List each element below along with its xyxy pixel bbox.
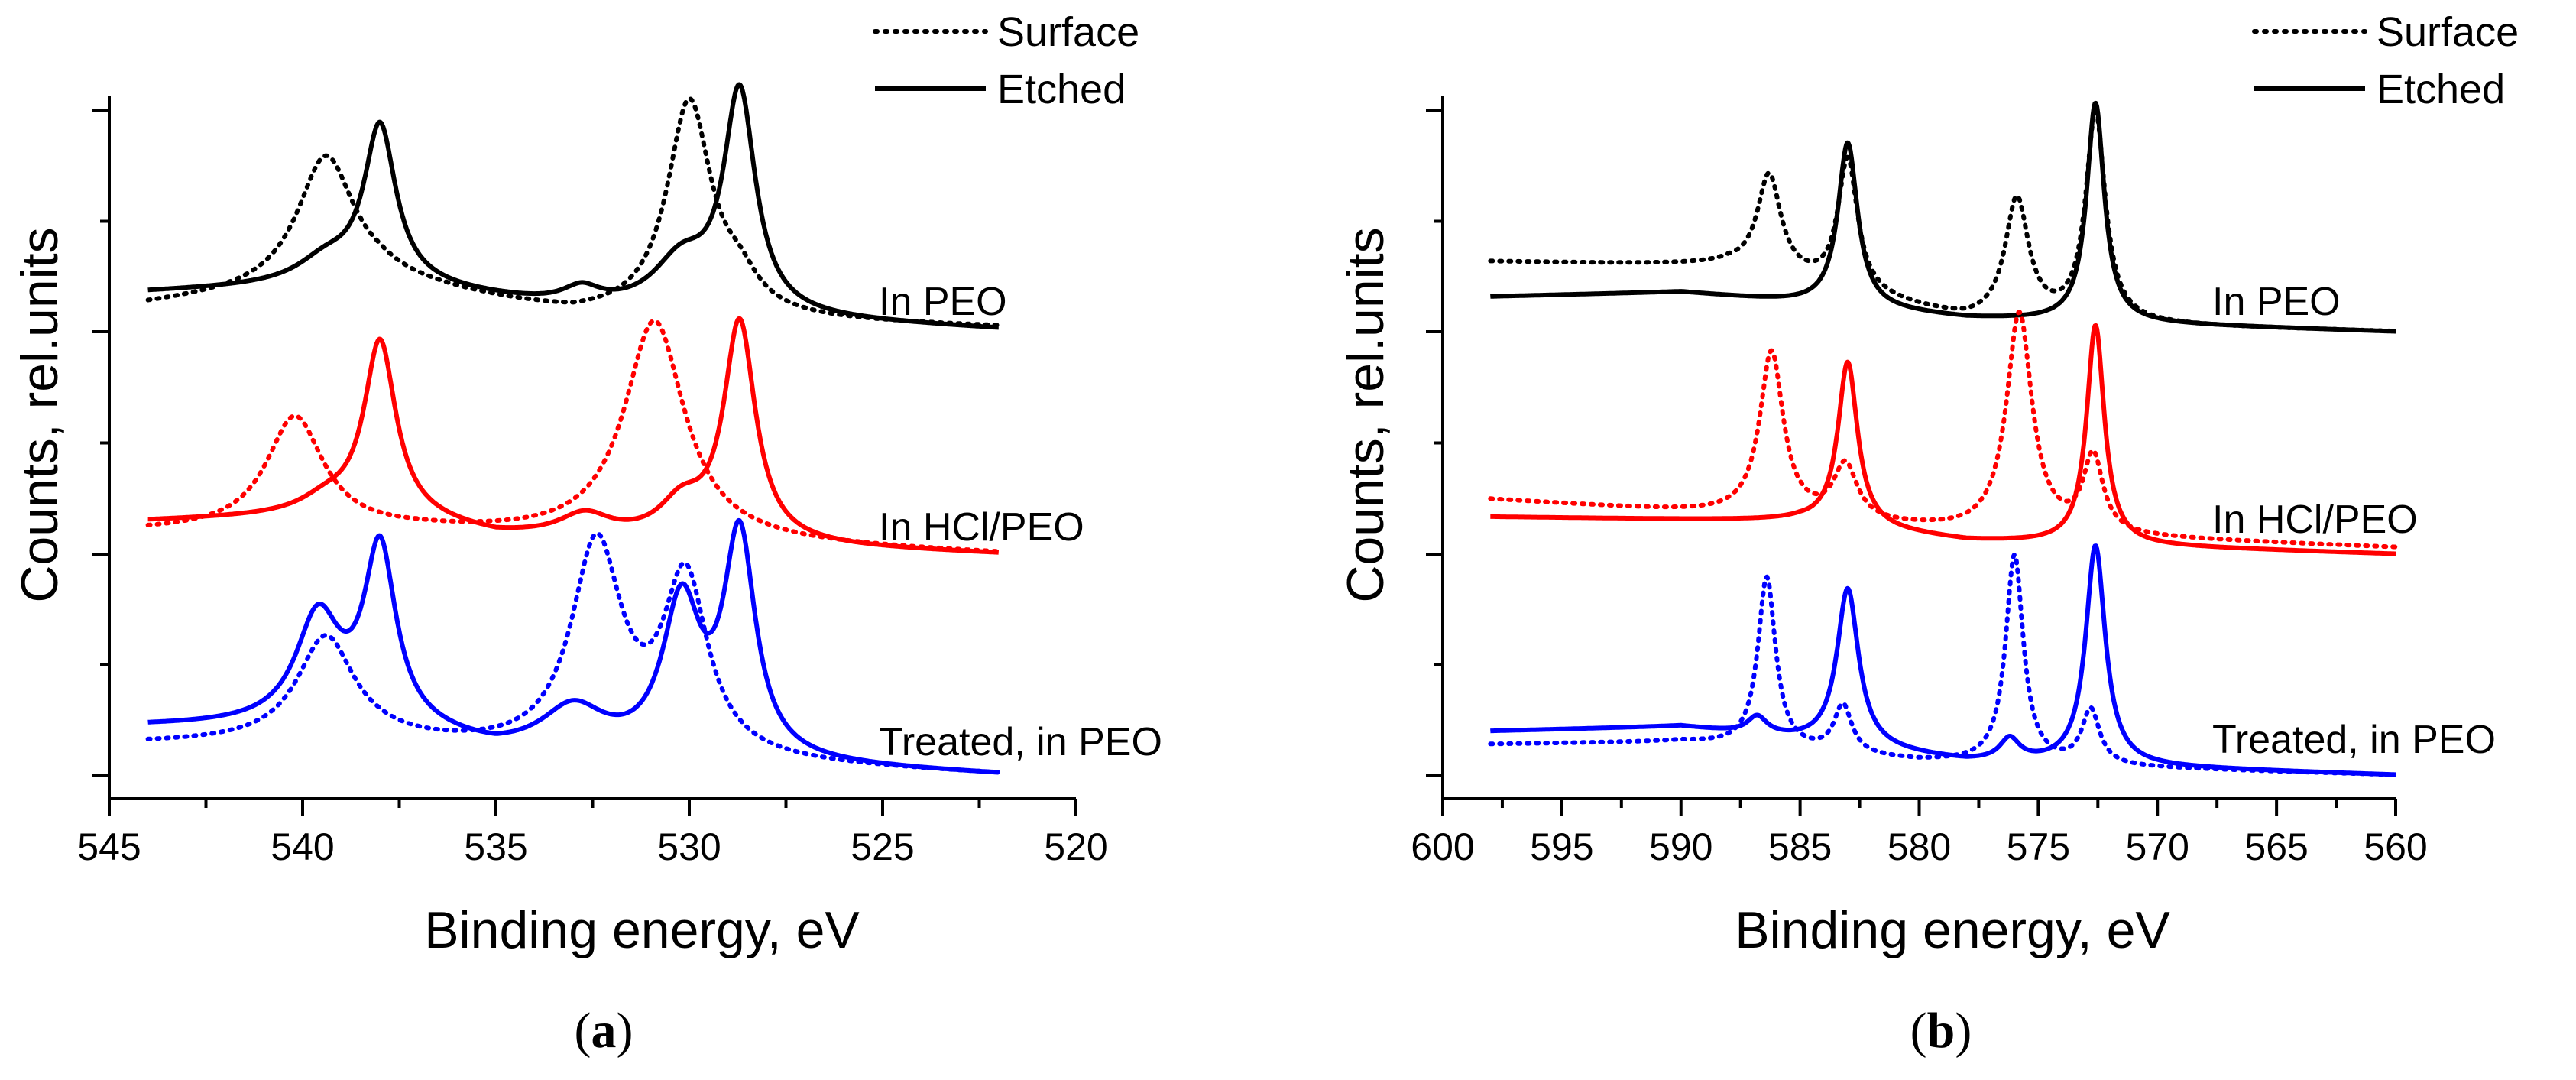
x-tick-label: 520 [1044,825,1107,868]
x-tick-label: 570 [2126,825,2189,868]
x-tick-label: 560 [2364,825,2427,868]
panel-a: 545 540 535 530 525 520 Binding energy, eV Co… [11,9,1162,1059]
legend-surface-label-a: Surface [997,9,1139,55]
x-tick-label: 530 [657,825,721,868]
legend-surface-label-b: Surface [2377,9,2519,55]
panel-label-a: (a) [575,1003,633,1059]
panel-label-b: (b) [1910,1003,1972,1059]
x-tick-label: 575 [2007,825,2070,868]
series-treated-in-peo-etched [1489,543,2397,777]
axes-b [1426,96,2396,800]
trace-label-in-peo-a: In PEO [879,280,1007,324]
legend-b: Surface Etched [2252,9,2519,112]
x-tick-label: 590 [1649,825,1712,868]
legend-a: Surface Etched [873,9,1139,112]
x-tick-label: 535 [464,825,527,868]
series-in-hcl-peo-surface [1488,310,2398,550]
traces-b [1488,100,2398,777]
x-tick-label: 595 [1530,825,1593,868]
x-tick-label: 585 [1768,825,1832,868]
x-axis-title-b: Binding energy, eV [1735,901,2170,959]
legend-etched-label-a: Etched [997,66,1126,112]
x-tick-label: 545 [77,825,141,868]
x-axis-title-a: Binding energy, eV [424,901,860,959]
panel-b: 600 595 590 585 580 575 570 565 560 Binding ener… [1337,9,2519,1059]
trace-label-treated-a: Treated, in PEO [879,720,1162,764]
trace-label-in-hcl-peo-b: In HCl/PEO [2212,498,2418,542]
series-in-peo-surface [145,96,1001,328]
series-in-hcl-peo-etched [146,316,1000,555]
series-in-hcl-peo-surface [145,318,1001,554]
x-tick-label: 565 [2244,825,2308,868]
x-ticks-b: 600 595 590 585 580 575 570 565 560 [1411,799,2428,868]
legend-etched-label-b: Etched [2377,66,2505,112]
traces-a [145,82,1001,775]
x-tick-label: 600 [1411,825,1474,868]
axes-a [92,96,1076,800]
y-axis-title-a: Counts, rel.units [11,227,69,602]
series-treated-in-peo-surface [145,530,1001,775]
trace-label-treated-b: Treated, in PEO [2212,718,2496,762]
series-in-peo-etched [1489,100,2397,334]
x-tick-label: 525 [851,825,914,868]
x-tick-label: 580 [1887,825,1951,868]
series-in-hcl-peo-etched [1489,323,2397,556]
series-treated-in-peo-etched [146,517,1000,775]
x-ticks-a: 545 540 535 530 525 520 [77,799,1108,868]
series-in-peo-etched [146,82,1000,330]
x-tick-label: 540 [271,825,334,868]
trace-label-in-peo-b: In PEO [2212,280,2341,324]
y-axis-title-b: Counts, rel.units [1337,227,1395,602]
trace-label-in-hcl-peo-a: In HCl/PEO [879,505,1084,550]
